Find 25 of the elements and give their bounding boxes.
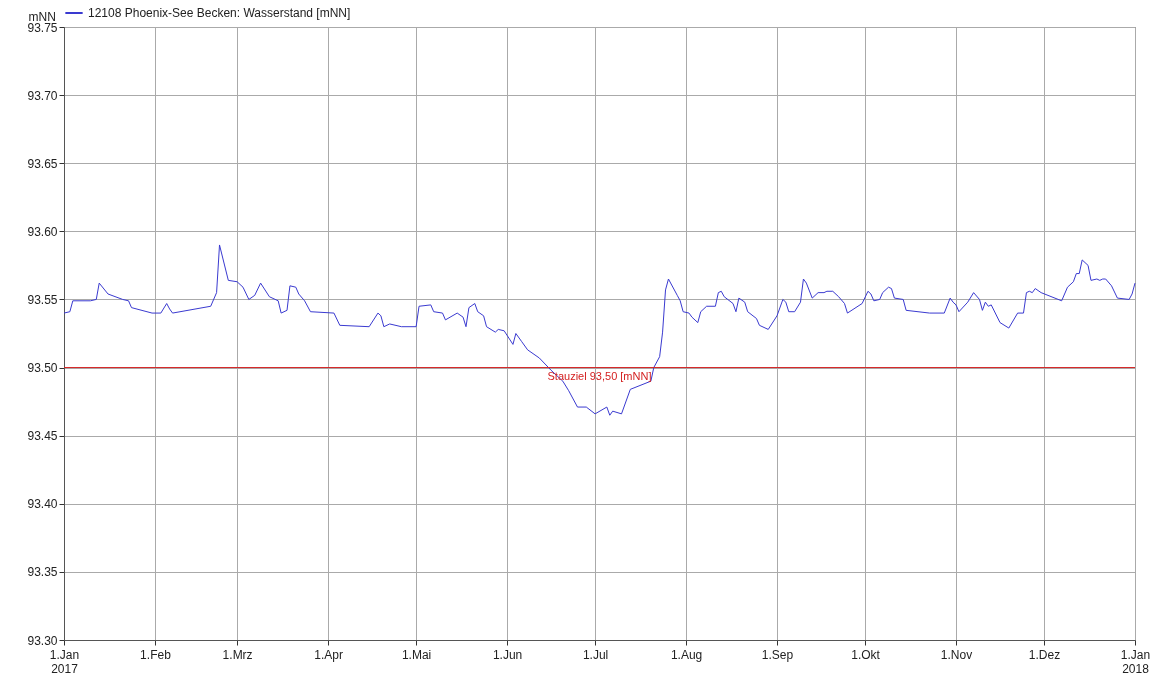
x-tick-label: 1.Jan 2017 — [49, 647, 80, 676]
x-tick-label: 1.Nov — [940, 647, 973, 662]
y-tick-label: 93.50 — [27, 361, 58, 376]
x-tick-label: 1.Mai — [401, 647, 432, 662]
x-tick-label: 1.Aug — [670, 647, 703, 662]
ref-line-label: Stauziel 93,50 [mNN] — [547, 369, 652, 382]
x-tick-label: 1.Sep — [761, 647, 794, 662]
y-tick-label: 93.30 — [27, 633, 58, 648]
x-tick-label: 1.Apr — [314, 647, 343, 662]
y-tick-label: 93.55 — [27, 292, 58, 307]
x-tick-label: 1.Okt — [851, 647, 881, 662]
y-tick-label: 93.45 — [27, 429, 58, 444]
x-tick-label: 1.Dez — [1028, 647, 1061, 662]
y-tick-label: 93.60 — [27, 224, 58, 239]
x-tick-label: 1.Jun — [492, 647, 523, 662]
y-tick-label: 93.70 — [27, 88, 58, 103]
y-tick-label: 93.65 — [27, 156, 58, 171]
y-tick-label: 93.40 — [27, 497, 58, 512]
y-tick-label: 93.35 — [27, 565, 58, 580]
legend-label: 12108 Phoenix-See Becken: Wasserstand [mNN] — [88, 6, 351, 20]
x-tick-label: 1.Feb — [140, 647, 172, 662]
x-tick-label: 1.Jul — [582, 647, 609, 662]
x-tick-label: 1.Mrz — [222, 647, 253, 662]
x-tick-label: 1.Jan 2018 — [1120, 647, 1151, 676]
line-series — [63, 244, 1136, 416]
